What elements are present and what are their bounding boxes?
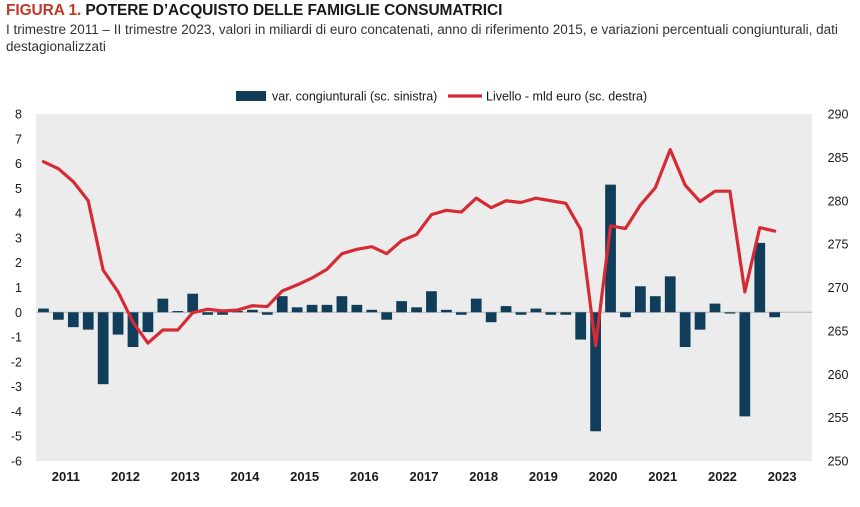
bar-41 xyxy=(650,296,661,312)
bar-0 xyxy=(38,309,49,313)
bar-49 xyxy=(769,312,780,317)
bar-23 xyxy=(381,312,392,319)
chart-title: FIGURA 1. POTERE D’ACQUISTO DELLE FAMIGL… xyxy=(6,2,856,20)
x-tick-label: 2015 xyxy=(290,469,319,484)
left-tick-label: -4 xyxy=(11,405,22,419)
bar-22 xyxy=(366,310,377,312)
bar-9 xyxy=(172,311,183,312)
x-tick-label: 2023 xyxy=(768,469,797,484)
bar-4 xyxy=(98,312,109,384)
bar-16 xyxy=(277,296,288,312)
right-tick-label: 250 xyxy=(828,455,849,469)
bar-5 xyxy=(113,312,124,334)
bar-39 xyxy=(620,312,631,317)
figure-label: FIGURA 1. xyxy=(6,2,81,19)
left-tick-label: 2 xyxy=(15,256,22,270)
right-tick-label: 290 xyxy=(828,108,849,122)
x-tick-label: 2011 xyxy=(52,469,80,484)
bar-8 xyxy=(157,299,168,313)
chart-subtitle: I trimestre 2011 – II trimestre 2023, va… xyxy=(6,21,856,55)
chart-svg: 8 7 6 5 4 3 2 1 0 -1 -2 -3 -4 -5 -6 290 285 280 275 270 265… xyxy=(0,84,860,502)
left-tick-label: -3 xyxy=(11,380,22,394)
bar-24 xyxy=(396,301,407,312)
bar-7 xyxy=(143,312,154,332)
left-tick-label: 7 xyxy=(15,132,22,146)
bar-11 xyxy=(202,312,213,314)
plot-background xyxy=(36,114,812,461)
bar-26 xyxy=(426,291,437,312)
x-tick-label: 2019 xyxy=(529,469,558,484)
bar-35 xyxy=(560,312,571,314)
bar-18 xyxy=(307,305,318,312)
bar-30 xyxy=(486,312,497,322)
right-tick-label: 285 xyxy=(828,151,849,165)
legend-label-bars: var. congiunturali (sc. sinistra) xyxy=(272,90,437,104)
bar-17 xyxy=(292,307,303,312)
legend: var. congiunturali (sc. sinistra) Livell… xyxy=(236,90,647,104)
bar-2 xyxy=(68,312,79,327)
bar-45 xyxy=(710,304,721,313)
left-tick-label: -6 xyxy=(11,455,22,469)
bar-46 xyxy=(725,312,736,313)
bar-44 xyxy=(695,312,706,329)
bar-47 xyxy=(739,312,750,416)
bar-10 xyxy=(187,294,198,313)
bar-14 xyxy=(247,310,258,312)
x-tick-label: 2012 xyxy=(111,469,140,484)
x-tick-label: 2016 xyxy=(350,469,379,484)
left-tick-label: 0 xyxy=(15,306,22,320)
left-tick-label: 1 xyxy=(15,281,22,295)
left-tick-label: 5 xyxy=(15,182,22,196)
bar-3 xyxy=(83,312,94,329)
legend-label-line: Livello - mld euro (sc. destra) xyxy=(486,90,647,104)
left-tick-label: 6 xyxy=(15,157,22,171)
bar-15 xyxy=(262,312,273,314)
bar-12 xyxy=(217,312,228,314)
bar-33 xyxy=(531,309,542,313)
right-tick-label: 280 xyxy=(828,194,849,208)
right-tick-label: 275 xyxy=(828,238,849,252)
x-axis: 2011 2012 2013 2014 2015 2016 2017 2018 2019 2020… xyxy=(52,469,797,484)
left-tick-label: 8 xyxy=(15,108,22,122)
bar-1 xyxy=(53,312,64,319)
left-tick-label: 3 xyxy=(15,231,22,245)
x-tick-label: 2017 xyxy=(410,469,439,484)
bar-28 xyxy=(456,312,467,314)
bar-21 xyxy=(351,305,362,312)
x-tick-label: 2013 xyxy=(171,469,200,484)
bar-42 xyxy=(665,276,676,312)
right-tick-label: 270 xyxy=(828,281,849,295)
bar-31 xyxy=(501,306,512,312)
bar-43 xyxy=(680,312,691,347)
right-tick-label: 265 xyxy=(828,324,849,338)
right-tick-label: 260 xyxy=(828,368,849,382)
figure-title: POTERE D’ACQUISTO DELLE FAMIGLIE CONSUMA… xyxy=(85,2,502,19)
left-tick-label: 4 xyxy=(15,207,22,221)
chart-header: FIGURA 1. POTERE D’ACQUISTO DELLE FAMIGL… xyxy=(6,2,856,55)
bar-36 xyxy=(575,312,586,339)
bar-29 xyxy=(471,299,482,313)
bar-27 xyxy=(441,310,452,312)
legend-swatch-bars xyxy=(236,91,266,101)
x-tick-label: 2018 xyxy=(469,469,498,484)
x-tick-label: 2020 xyxy=(589,469,618,484)
left-axis: 8 7 6 5 4 3 2 1 0 -1 -2 -3 -4 -5 -6 xyxy=(11,108,22,469)
bar-20 xyxy=(337,296,348,312)
bar-32 xyxy=(516,312,527,314)
right-tick-label: 255 xyxy=(828,411,849,425)
bar-48 xyxy=(754,243,765,312)
left-tick-label: -2 xyxy=(11,355,22,369)
right-axis: 290 285 280 275 270 265 260 255 250 xyxy=(828,108,849,469)
x-tick-label: 2022 xyxy=(708,469,737,484)
x-tick-label: 2014 xyxy=(230,469,260,484)
x-tick-label: 2021 xyxy=(648,469,677,484)
bar-34 xyxy=(545,312,556,314)
left-tick-label: -5 xyxy=(11,430,22,444)
bar-40 xyxy=(635,286,646,312)
chart-area: 8 7 6 5 4 3 2 1 0 -1 -2 -3 -4 -5 -6 290 285 280 275 270 265… xyxy=(0,84,860,502)
bar-19 xyxy=(322,305,333,312)
bar-25 xyxy=(411,307,422,312)
bar-37 xyxy=(590,312,601,431)
left-tick-label: -1 xyxy=(11,331,22,345)
